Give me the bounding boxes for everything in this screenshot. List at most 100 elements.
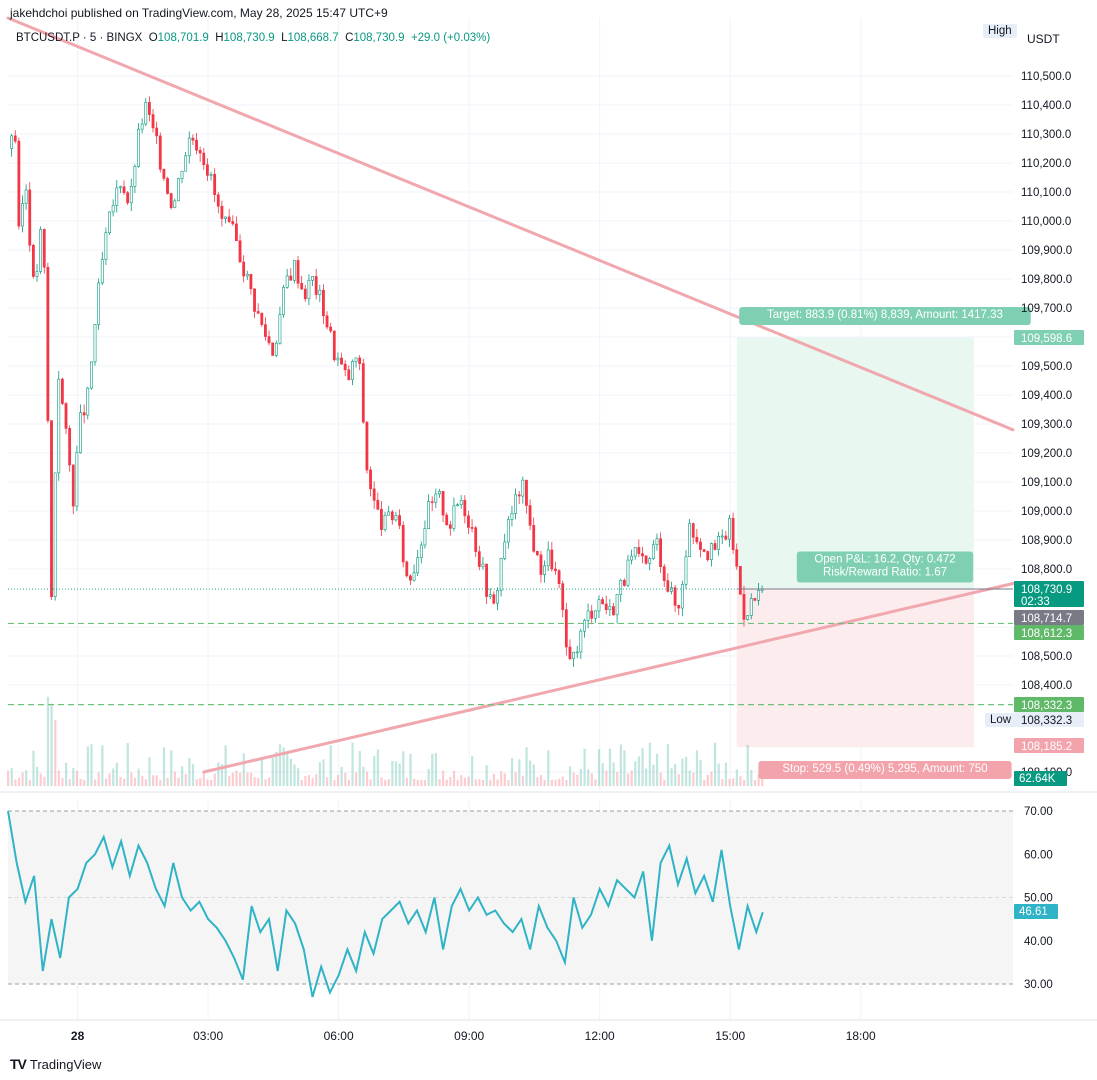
- volume-bar: [39, 773, 42, 786]
- tradingview-logo[interactable]: TV TradingView: [10, 1056, 101, 1072]
- candle-body: [129, 186, 133, 204]
- time-tick-label: 18:00: [846, 1029, 876, 1043]
- candle-body: [206, 164, 209, 176]
- candle-body: [742, 593, 746, 620]
- candle-body: [216, 194, 220, 207]
- volume-bar: [387, 779, 390, 786]
- candle-body: [195, 139, 198, 151]
- candle-body: [198, 149, 202, 154]
- volume-bar: [365, 771, 369, 786]
- volume-bar: [293, 764, 296, 786]
- candle-body: [459, 499, 463, 506]
- volume-bar: [485, 765, 488, 786]
- volume-bar: [539, 775, 543, 786]
- candle-body: [380, 508, 383, 530]
- volume-bar: [101, 745, 104, 786]
- volume-bar: [159, 779, 162, 786]
- volume-bar: [608, 748, 612, 786]
- candle-body: [709, 543, 713, 561]
- candle-body: [282, 287, 285, 316]
- volume-bar: [645, 768, 648, 786]
- volume-bar: [336, 775, 340, 786]
- tradingview-logo-text: TradingView: [29, 1056, 102, 1072]
- candle-body: [550, 549, 554, 570]
- price-label-text: 108,332.3: [1021, 700, 1072, 712]
- volume-bar: [583, 748, 586, 786]
- price-label-text: 108,332.3: [1021, 715, 1072, 727]
- volume-bar: [641, 748, 644, 786]
- candle-body: [227, 216, 231, 222]
- candle-body: [713, 543, 717, 550]
- candle-body: [347, 369, 351, 380]
- volume-bar: [14, 779, 17, 786]
- volume-bar: [449, 777, 452, 786]
- price-label-green: 108,612.3: [1014, 625, 1084, 640]
- volume-bar: [32, 750, 35, 786]
- candle-body: [717, 536, 721, 550]
- price-axis: 110,500.0 110,400.0 110,300.0 110,200.0 110,…: [1021, 71, 1072, 779]
- candle-body: [82, 412, 86, 416]
- candle-body: [630, 555, 633, 561]
- candle-body: [13, 135, 17, 142]
- volume-bar: [213, 773, 216, 786]
- volume-bar: [329, 745, 332, 786]
- volume-bar: [481, 779, 485, 786]
- volume-bar: [307, 775, 311, 786]
- candle-body: [575, 651, 579, 654]
- volume-bar: [333, 779, 336, 786]
- currency-label[interactable]: USDT: [1027, 32, 1060, 46]
- candle-body: [419, 544, 423, 558]
- volume-bar: [471, 756, 474, 786]
- volume-bar: [191, 763, 195, 786]
- candle-body: [564, 609, 568, 648]
- volume-bar: [126, 743, 129, 786]
- volume-bar: [141, 775, 144, 786]
- candle-body: [731, 517, 735, 550]
- candle-body: [579, 630, 583, 653]
- candle-body: [60, 378, 64, 404]
- volume-bar: [340, 766, 343, 786]
- volume-bar: [670, 768, 673, 786]
- candle-body: [412, 572, 416, 581]
- volume-bar: [576, 774, 579, 786]
- low-value: 108,668.7: [287, 32, 339, 44]
- candle-body: [503, 541, 507, 559]
- volume-bar: [630, 770, 633, 786]
- time-tick-label: 03:00: [193, 1029, 223, 1043]
- candle-body: [405, 561, 409, 577]
- candle-body: [699, 541, 702, 550]
- price-label-text: 108,730.9: [1021, 584, 1072, 596]
- candle-body: [115, 187, 119, 206]
- candle-body: [448, 524, 452, 529]
- volume-bar: [692, 772, 695, 786]
- price-label-bg: [1014, 712, 1084, 727]
- candle-body: [648, 558, 652, 564]
- price-label-text: 109,598.6: [1021, 333, 1072, 345]
- volume-bar: [181, 766, 184, 786]
- candle-body: [535, 551, 539, 556]
- volume-bar: [25, 770, 28, 786]
- volume-bar: [119, 777, 122, 786]
- volume-bar: [7, 770, 10, 786]
- candle-body: [662, 566, 666, 581]
- candle-body: [50, 420, 53, 598]
- volume-bar: [423, 779, 427, 786]
- candle-body: [118, 186, 122, 189]
- candle-body: [53, 472, 57, 598]
- volume-bar: [362, 766, 365, 786]
- price-label-text: 108,714.7: [1021, 613, 1072, 625]
- price-tick-label: 110,200.0: [1021, 158, 1071, 170]
- volume-bar: [626, 773, 630, 786]
- candle-body: [238, 240, 242, 263]
- high-label: H: [215, 32, 224, 44]
- candle-body: [670, 587, 673, 592]
- candle-body: [641, 553, 644, 557]
- candle-body: [372, 488, 376, 501]
- volume-bar: [663, 779, 666, 786]
- candle-body: [477, 551, 481, 567]
- candle-body: [329, 326, 333, 332]
- volume-bar: [467, 776, 470, 786]
- volume-bar: [148, 757, 151, 786]
- candle-body: [543, 565, 546, 575]
